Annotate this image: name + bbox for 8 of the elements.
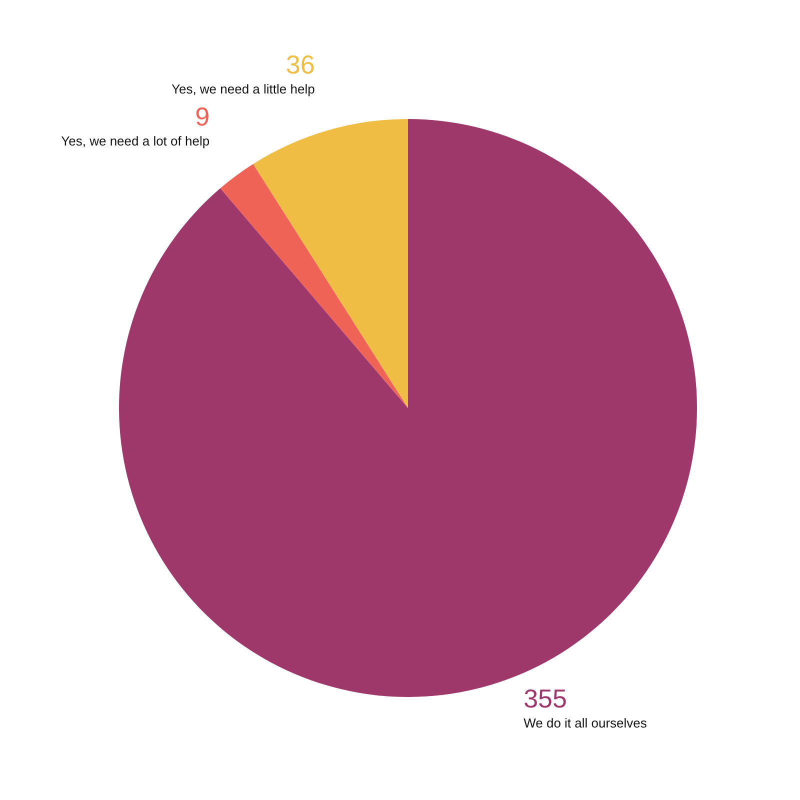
pie-slice [220,164,408,408]
data-label: 36 [286,49,315,80]
slice-label: Yes, we need a lot of help [61,133,210,148]
data-label: 9 [195,101,210,132]
slice-label: We do it all ourselves [524,715,648,730]
slice-label: Yes, we need a little help [171,81,315,96]
pie-slice [253,119,408,408]
data-label: 355 [524,683,567,714]
